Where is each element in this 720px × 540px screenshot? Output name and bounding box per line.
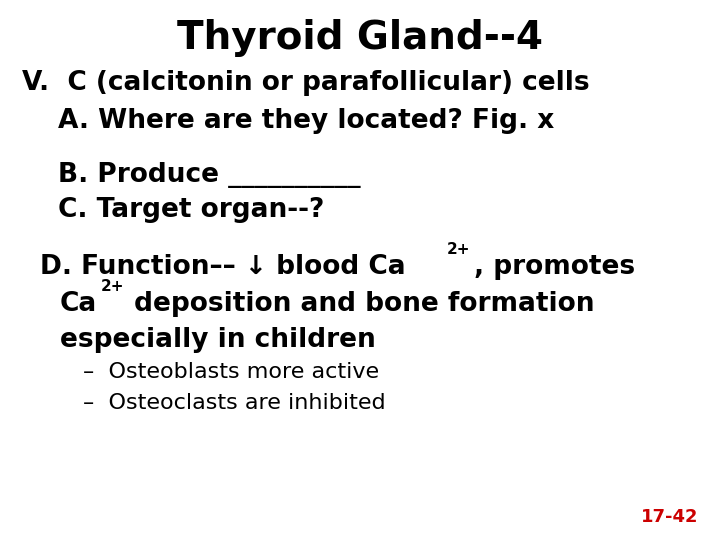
Text: 17-42: 17-42	[641, 509, 698, 526]
Text: A. Where are they located? Fig. x: A. Where are they located? Fig. x	[58, 108, 554, 134]
Text: C. Target organ--?: C. Target organ--?	[58, 197, 324, 223]
Text: –  Osteoclasts are inhibited: – Osteoclasts are inhibited	[83, 393, 385, 413]
Text: Ca: Ca	[60, 291, 97, 316]
Text: V.  C (calcitonin or parafollicular) cells: V. C (calcitonin or parafollicular) cell…	[22, 70, 589, 96]
Text: Thyroid Gland--4: Thyroid Gland--4	[177, 19, 543, 57]
Text: deposition and bone formation: deposition and bone formation	[125, 291, 594, 316]
Text: –  Osteoblasts more active: – Osteoblasts more active	[83, 362, 379, 382]
Text: B. Produce __________: B. Produce __________	[58, 162, 360, 188]
Text: 2+: 2+	[446, 242, 470, 257]
Text: , promotes: , promotes	[474, 254, 635, 280]
Text: especially in children: especially in children	[60, 327, 376, 353]
Text: 2+: 2+	[101, 279, 125, 294]
Text: D. Function–– ↓ blood Ca: D. Function–– ↓ blood Ca	[40, 254, 405, 280]
